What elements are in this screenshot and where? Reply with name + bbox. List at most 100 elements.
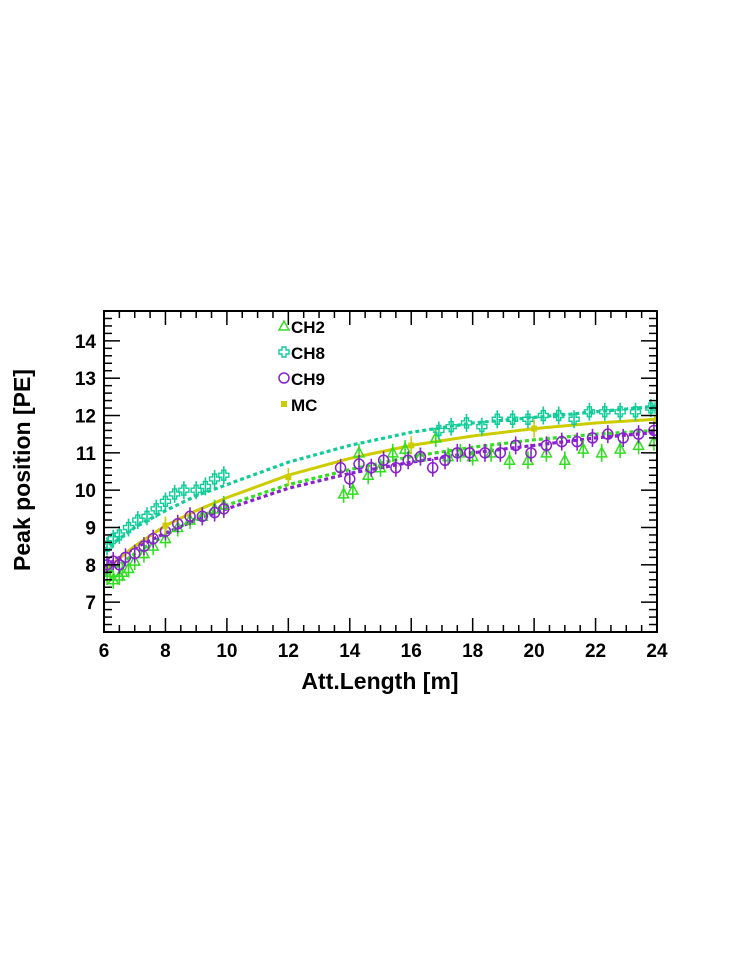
y-tick-label: 8 xyxy=(85,556,96,577)
ch9-point-marker xyxy=(365,462,378,474)
ch9-point-marker xyxy=(171,518,184,530)
x-tick-label: 10 xyxy=(216,641,237,662)
ch9-point xyxy=(138,537,150,556)
ch2-point-marker xyxy=(613,441,627,454)
y-tick-label: 9 xyxy=(85,518,96,539)
ch9-point xyxy=(509,436,522,455)
ch8-point xyxy=(208,469,221,488)
legend-entry-ch2: CH2 xyxy=(277,318,325,337)
ch2-fit-curve xyxy=(104,428,657,578)
ch8-point-marker xyxy=(141,510,153,522)
ch9-point xyxy=(602,425,614,444)
ch9-point xyxy=(218,499,230,518)
ch9-point-marker xyxy=(184,510,196,523)
ch8-point-marker xyxy=(178,484,190,496)
ch8-fit-curve xyxy=(104,404,657,552)
ch2-point xyxy=(595,443,608,462)
ch9-point xyxy=(586,428,599,447)
y-tick-label: 10 xyxy=(75,481,96,502)
ch2-point-marker xyxy=(122,561,135,574)
mc-point xyxy=(654,410,657,429)
ch8-point xyxy=(476,417,488,436)
ch9-point-marker xyxy=(402,454,414,467)
ch9-point xyxy=(184,507,196,526)
mc-point xyxy=(162,516,169,535)
ch9-point xyxy=(365,458,378,477)
ch9-point xyxy=(463,443,476,462)
mc-point-marker xyxy=(531,425,538,432)
ch8-point xyxy=(491,410,503,429)
ch2-point xyxy=(503,451,516,470)
y-tick-label: 14 xyxy=(75,332,97,353)
ch8-point-marker xyxy=(599,406,611,418)
ch9-point-marker xyxy=(426,462,439,474)
x-tick-label: 18 xyxy=(462,641,483,662)
data-points xyxy=(104,399,657,589)
ch8-point xyxy=(199,477,212,496)
ch9-fit-curve xyxy=(104,430,657,569)
ch9-point-marker xyxy=(648,424,657,437)
ch2-point xyxy=(398,440,412,459)
ch8-point xyxy=(506,410,519,429)
ch8-point xyxy=(433,421,445,440)
x-axis-title: Att.Length [m] xyxy=(301,668,458,694)
tick-labels: 6 8 10 12 14 16 18 20 22 24 7 8 9 10 11 12 13 14 xyxy=(75,332,668,662)
fit-curves xyxy=(104,404,657,578)
ch9-point-marker xyxy=(509,439,522,452)
ch9-point-marker xyxy=(525,447,537,459)
ch9-point-marker xyxy=(439,454,451,467)
mc-point-marker xyxy=(285,474,292,481)
ch9-point-marker xyxy=(138,540,150,552)
ch9-point-marker xyxy=(377,454,390,467)
ch8-point-marker xyxy=(491,413,503,425)
ch8-point-marker xyxy=(506,413,519,425)
ch8-point xyxy=(122,518,135,537)
ch9-point-marker xyxy=(479,447,491,459)
ch2-point-marker xyxy=(137,546,151,559)
ch2-point-marker xyxy=(128,553,141,566)
ch8-point xyxy=(537,406,550,425)
mc-point-marker xyxy=(408,442,415,449)
ch2-point xyxy=(577,440,590,459)
ch9-point-marker xyxy=(586,432,599,444)
ch2-point xyxy=(484,443,498,462)
ch9-point-marker xyxy=(353,458,365,470)
ch8-point-marker xyxy=(537,409,550,422)
x-tick-label: 12 xyxy=(278,641,299,662)
ch9-point-marker xyxy=(128,547,141,560)
ch8-point xyxy=(614,402,626,421)
ch8-point xyxy=(190,481,202,500)
ch9-point-marker xyxy=(451,447,464,459)
ch9-point xyxy=(353,455,365,474)
ch8-point xyxy=(218,466,230,485)
ch9-point-marker xyxy=(218,503,230,515)
ch2-point-marker xyxy=(159,531,172,544)
ch8-point-marker xyxy=(113,529,126,541)
ch8-point-marker xyxy=(168,488,181,500)
x-tick-label: 16 xyxy=(401,641,422,662)
ch8-point-marker xyxy=(552,409,565,422)
mc-point xyxy=(285,468,292,487)
ch2-point-marker xyxy=(398,441,412,454)
mc-point xyxy=(408,436,415,455)
ch8-point-marker xyxy=(132,514,144,526)
ch8-point xyxy=(583,402,596,421)
axis-ticks xyxy=(103,310,658,633)
ch8-point-marker xyxy=(122,521,135,534)
ch9-point xyxy=(426,458,439,477)
ch8-point-marker xyxy=(583,406,596,418)
ch9-point-marker xyxy=(334,462,347,474)
ch8-point-marker xyxy=(159,495,172,508)
ch9-point xyxy=(344,469,356,488)
mc-point xyxy=(531,419,538,438)
ch2-point-marker xyxy=(346,483,360,495)
ch8-point xyxy=(522,410,534,429)
ch9-point xyxy=(171,514,184,533)
ch8-point xyxy=(113,525,126,544)
ch8-point-marker xyxy=(651,402,657,414)
ch8-point xyxy=(178,481,190,500)
legend-marker-ch2 xyxy=(277,319,291,331)
legend-marker-ch9 xyxy=(278,372,290,384)
ch2-point-marker xyxy=(503,453,516,466)
